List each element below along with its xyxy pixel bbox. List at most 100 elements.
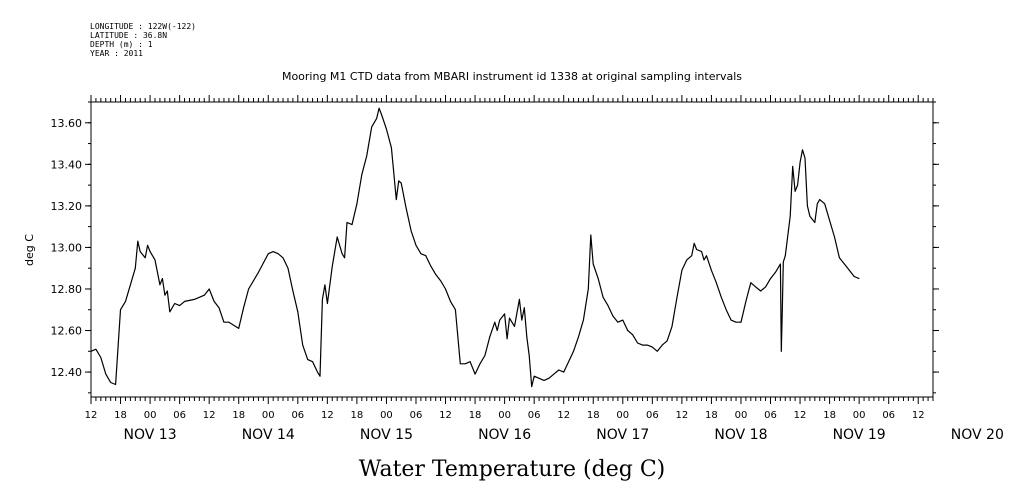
data-point (324, 284, 326, 286)
data-point (809, 215, 811, 217)
data-point (617, 321, 619, 323)
data-point (715, 282, 717, 284)
data-point (676, 296, 678, 298)
x-hour-label: 06 (646, 410, 659, 421)
data-point (361, 174, 363, 176)
data-point (834, 236, 835, 238)
data-point (331, 265, 333, 267)
data-point (770, 278, 771, 279)
data-point (312, 361, 313, 363)
data-point (386, 128, 387, 130)
x-hour-label: 12 (912, 410, 925, 421)
x-day-label: NOV 19 (833, 427, 886, 443)
data-point (322, 298, 323, 300)
meta-latitude: LATITUDE : 36.8N (90, 31, 168, 40)
x-hour-label: 00 (380, 410, 393, 421)
data-point (400, 182, 402, 184)
data-point (647, 344, 648, 346)
data-point (282, 257, 284, 259)
data-point (425, 255, 427, 257)
data-point (553, 373, 555, 375)
data-point (90, 350, 92, 352)
data-point (435, 274, 437, 275)
data-point (784, 255, 786, 257)
y-tick-label: 12.80 (51, 283, 83, 296)
data-point (115, 384, 117, 385)
data-point (484, 355, 486, 356)
x-hour-label: 00 (498, 410, 511, 421)
y-tick-label: 13.60 (51, 117, 83, 130)
data-point (607, 305, 609, 306)
x-hour-label: 12 (85, 410, 98, 421)
x-hour-label: 00 (144, 410, 157, 421)
data-point (779, 263, 781, 265)
x-hour-label: 06 (291, 410, 304, 421)
y-axis: 12.40 12.60 12.80 13.00 13.20 13.40 13.60 (51, 101, 939, 394)
data-point (218, 307, 220, 309)
data-point (789, 215, 791, 217)
data-point (765, 286, 766, 288)
data-point (144, 257, 146, 259)
y-tick-label: 12.40 (51, 366, 83, 379)
x-hour-label: 12 (794, 410, 807, 421)
x-axis-caption: Water Temperature (deg C) (359, 457, 666, 482)
data-point (755, 286, 757, 288)
data-point (760, 290, 762, 292)
data-point (526, 336, 528, 338)
data-point (691, 255, 693, 257)
data-point (521, 319, 523, 321)
data-point (100, 357, 102, 358)
x-hour-label: 06 (764, 410, 777, 421)
data-point (243, 307, 245, 309)
data-point (829, 220, 830, 221)
data-point (307, 359, 309, 361)
x-hour-label: 12 (203, 410, 216, 421)
data-point (326, 303, 328, 304)
data-point (612, 315, 614, 317)
series-line-0 (90, 107, 860, 388)
data-point (474, 373, 476, 375)
x-hour-label: 06 (410, 410, 423, 421)
x-hour-label: 12 (321, 410, 334, 421)
data-point (164, 294, 166, 296)
data-point (356, 203, 358, 205)
data-point (819, 199, 821, 201)
data-point (730, 319, 732, 321)
data-point (499, 319, 501, 321)
data-point (95, 348, 97, 350)
data-point (735, 321, 737, 323)
data-point (228, 321, 230, 323)
data-point (775, 271, 776, 273)
data-point (469, 361, 471, 363)
data-point (656, 350, 658, 352)
data-point (129, 284, 131, 286)
data-point (208, 288, 210, 290)
data-point (602, 296, 604, 298)
x-hour-label: 12 (557, 410, 570, 421)
data-point (366, 155, 368, 157)
data-point (287, 267, 289, 269)
data-point (179, 305, 181, 306)
data-point (504, 313, 506, 315)
data-point (725, 309, 727, 311)
data-point (341, 253, 343, 255)
data-point (627, 330, 629, 331)
data-point (445, 288, 446, 290)
data-point (277, 253, 279, 255)
x-day-label: NOV 14 (242, 427, 295, 443)
data-point (351, 224, 353, 225)
data-point (780, 350, 782, 352)
data-point (637, 342, 638, 344)
data-point (597, 278, 599, 279)
y-tick-label: 13.00 (51, 241, 83, 254)
data-point (696, 249, 698, 250)
data-point (405, 207, 407, 209)
data-point (839, 257, 840, 259)
metadata-block: LONGITUDE : 122W(-122) LATITUDE : 36.8N … (90, 22, 196, 58)
data-point (371, 126, 373, 128)
data-point (450, 301, 451, 302)
data-point (563, 371, 565, 373)
x-day-label: NOV 16 (478, 427, 531, 443)
data-point (592, 263, 594, 265)
data-point (302, 344, 304, 346)
